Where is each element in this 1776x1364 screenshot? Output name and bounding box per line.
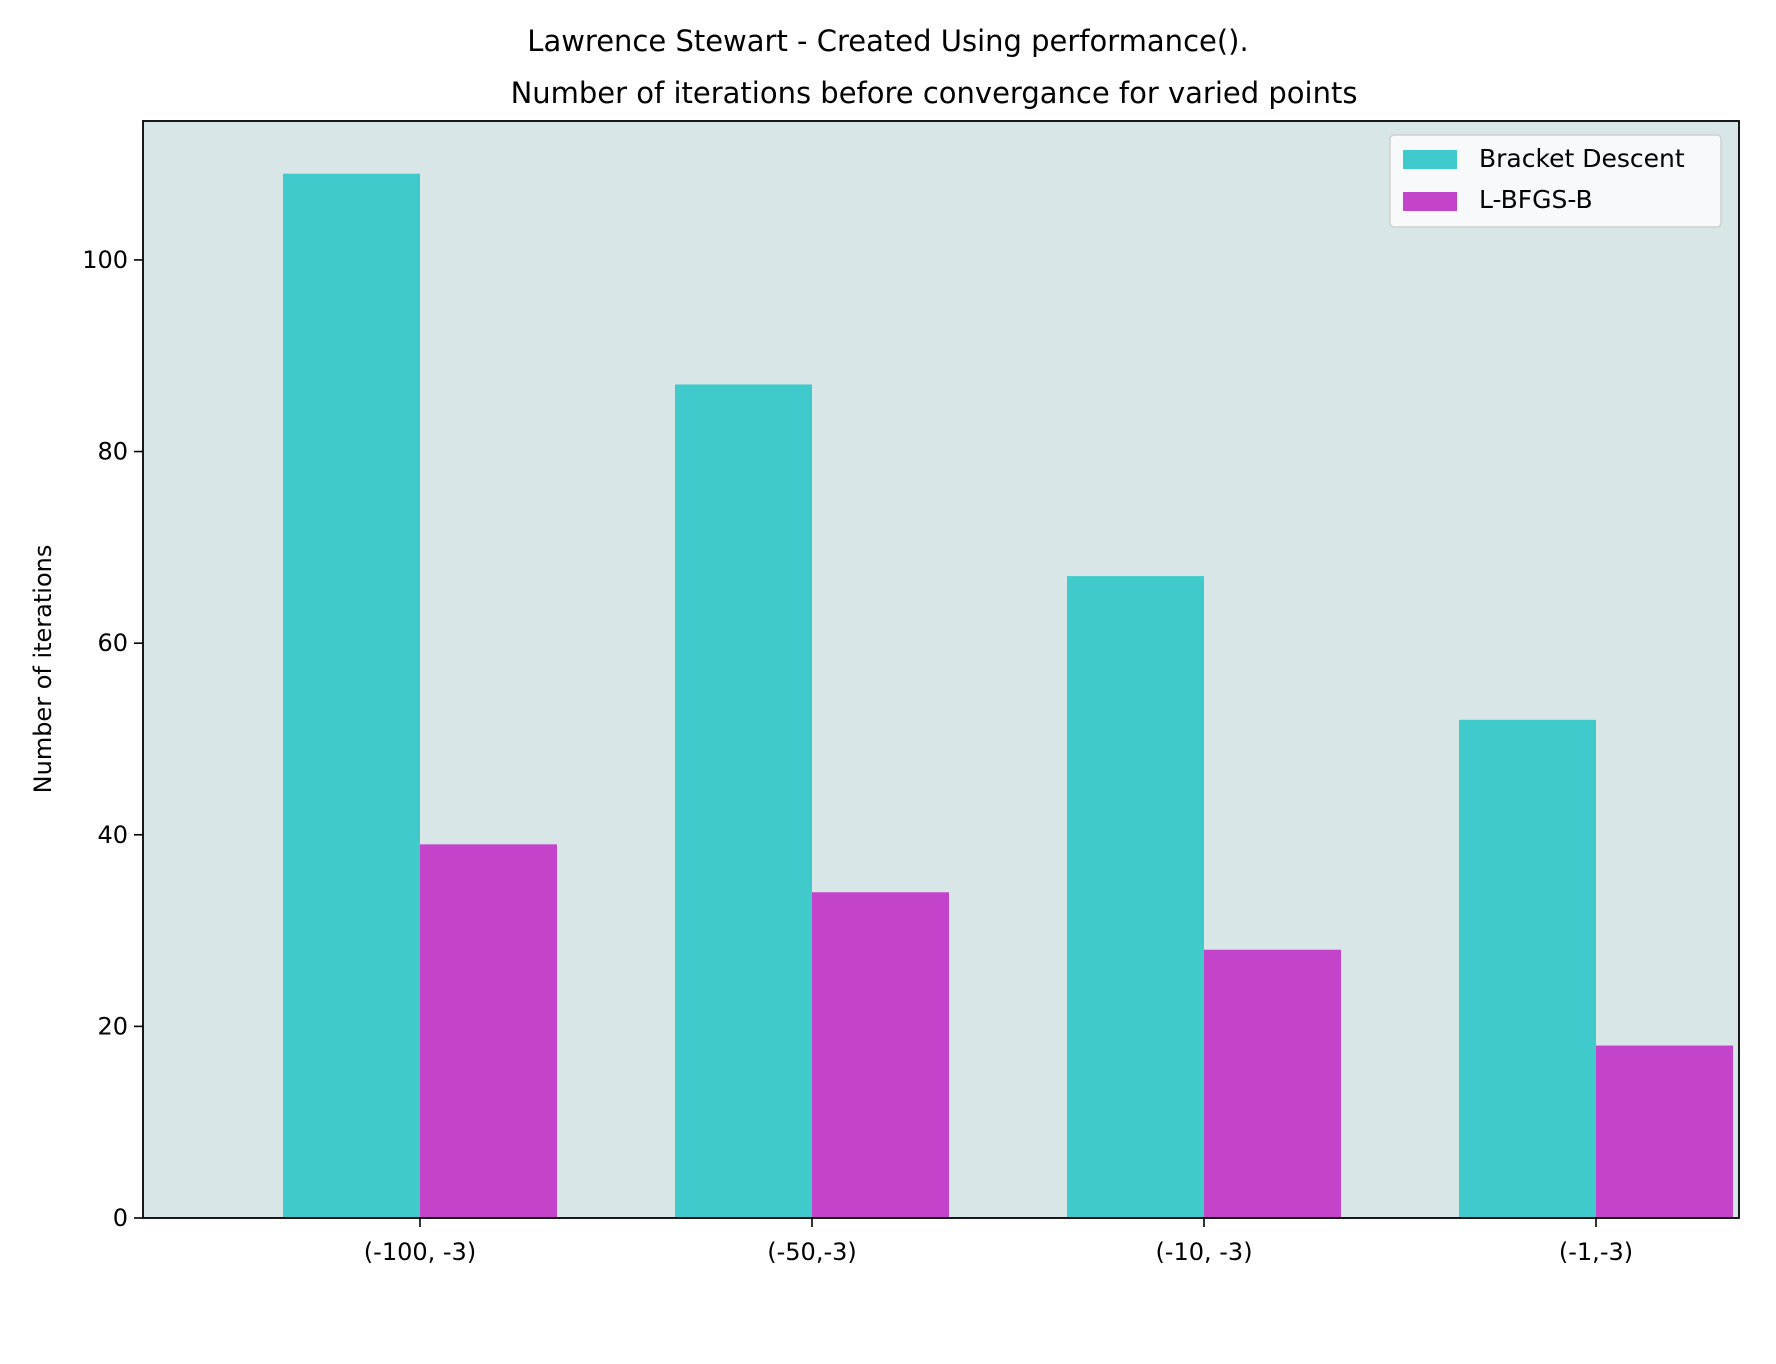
y-tick-label: 20 (97, 1012, 128, 1040)
bar-l-bfgs-b-2 (1204, 949, 1341, 1218)
bar-bracket-descent-1 (675, 384, 812, 1218)
x-axis: (-100, -3) (-50,-3) (-10, -3) (-1,-3) (364, 1218, 1633, 1266)
bars-group (283, 173, 1733, 1218)
legend-swatch-l-bfgs-b (1403, 192, 1457, 211)
bar-l-bfgs-b-3 (1596, 1045, 1733, 1218)
bar-bracket-descent-3 (1459, 719, 1596, 1218)
figure-suptitle: Lawrence Stewart - Created Using perform… (527, 24, 1248, 58)
y-tick-label: 100 (82, 246, 128, 274)
x-tick-label: (-50,-3) (767, 1238, 856, 1266)
x-tick-label: (-100, -3) (364, 1238, 476, 1266)
plot-frame (142, 120, 1740, 1219)
bar-bracket-descent-2 (1067, 576, 1204, 1218)
bar-l-bfgs-b-1 (812, 892, 949, 1218)
legend-label-l-bfgs-b: L-BFGS-B (1479, 185, 1593, 214)
legend-swatch-bracket-descent (1403, 150, 1457, 169)
x-tick-label: (-1,-3) (1559, 1238, 1633, 1266)
bar-bracket-descent-0 (283, 173, 420, 1218)
y-axis-label: Number of iterations (29, 545, 57, 794)
legend: Bracket Descent L-BFGS-B (1389, 134, 1722, 228)
y-tick-label: 80 (97, 438, 128, 466)
legend-label-bracket-descent: Bracket Descent (1479, 144, 1685, 173)
legend-box (1389, 134, 1722, 228)
bar-l-bfgs-b-0 (420, 844, 557, 1218)
y-tick-label: 60 (97, 629, 128, 657)
y-axis: 0 20 40 60 80 100 (82, 246, 143, 1232)
y-tick-label: 40 (97, 821, 128, 849)
y-tick-label: 0 (113, 1204, 128, 1232)
x-tick-label: (-10, -3) (1155, 1238, 1252, 1266)
chart-title: Number of iterations before convergance … (511, 76, 1358, 110)
